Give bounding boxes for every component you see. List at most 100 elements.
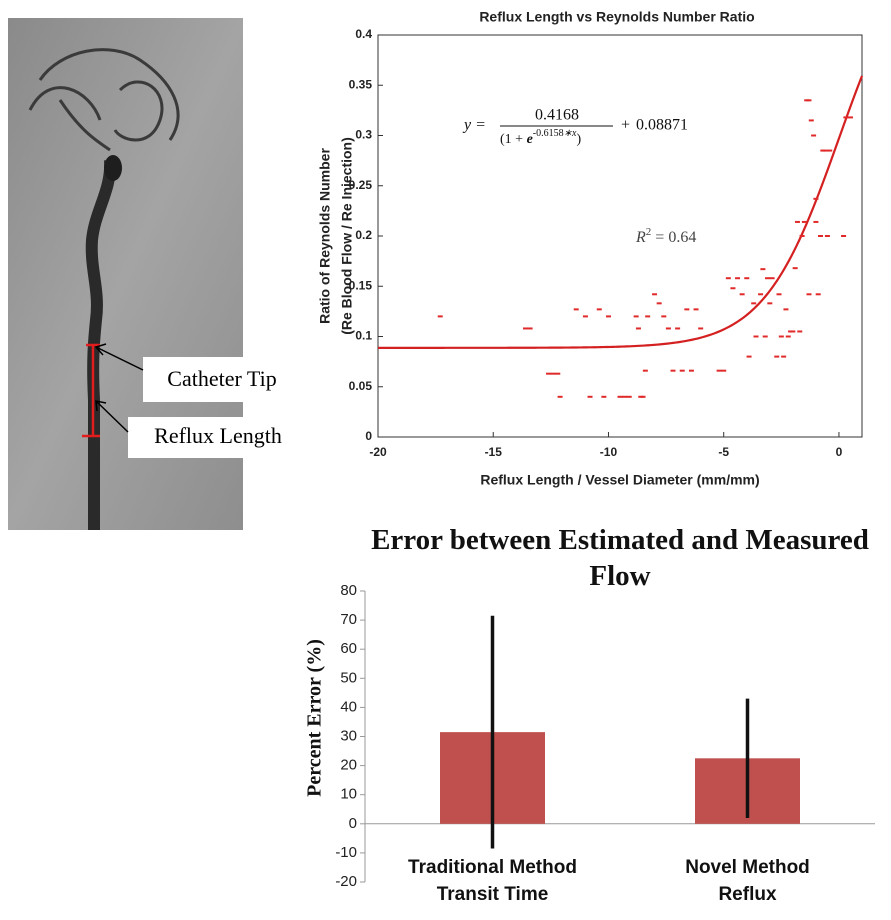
y-tick-label: 30 — [340, 727, 357, 744]
y-tick-label: 80 — [340, 582, 357, 599]
image-label: Catheter Tip — [167, 366, 276, 391]
point — [633, 315, 639, 318]
point — [827, 149, 833, 152]
plot-frame — [377, 34, 863, 438]
point — [739, 293, 745, 296]
point — [730, 287, 736, 290]
point — [808, 119, 814, 122]
point — [582, 315, 588, 318]
fit-curve — [378, 75, 864, 349]
point — [640, 395, 646, 398]
point — [523, 327, 529, 330]
point — [785, 335, 791, 338]
point — [774, 355, 780, 358]
x-tick-label: Traditional Method Transit Time — [408, 857, 577, 905]
point — [776, 293, 782, 296]
r-squared: R2 = 0.64 — [635, 226, 696, 246]
angiogram: Catheter Tip Reflux Length — [8, 18, 306, 530]
point — [698, 327, 704, 330]
point — [684, 308, 690, 311]
point — [550, 372, 556, 375]
r2-part: 2 — [646, 226, 652, 238]
x-tick-label: -15 — [485, 445, 503, 459]
point — [818, 235, 824, 237]
point — [626, 395, 632, 398]
point — [765, 277, 771, 280]
point — [806, 293, 812, 296]
point — [605, 315, 611, 318]
x-tick-label: -20 — [369, 445, 387, 459]
point — [688, 369, 694, 372]
equation-number: -0.6158 — [533, 128, 564, 139]
y-tick-label: 0.05 — [349, 379, 373, 393]
point — [665, 327, 671, 330]
point — [751, 302, 757, 305]
point — [797, 330, 803, 333]
r2-part: R — [635, 229, 646, 246]
x-tick-label: -10 — [600, 445, 618, 459]
point — [762, 335, 768, 338]
equation-part: e — [527, 132, 533, 147]
y-tick-label: -10 — [335, 844, 357, 861]
y-tick-label: 0.35 — [349, 77, 373, 91]
x-tick-label: -5 — [718, 445, 729, 459]
point — [617, 395, 623, 398]
point — [824, 235, 830, 237]
x-axis-label: Reflux Length / Vessel Diameter (mm/mm) — [480, 472, 759, 488]
point — [847, 116, 853, 119]
y-tick-label: 0 — [349, 815, 357, 832]
r2-part: = — [655, 229, 664, 246]
point — [746, 355, 752, 358]
point — [652, 293, 658, 296]
chart-title: Error between Estimated and Measured Flo… — [371, 524, 869, 592]
y-axis-label: Percent Error (%) — [304, 639, 326, 797]
point — [721, 369, 727, 372]
y-tick-label: 0.4 — [355, 27, 372, 41]
point — [767, 302, 773, 305]
chart-title: Reflux Length vs Reynolds Number Ratio — [479, 9, 754, 25]
point — [813, 197, 819, 200]
point — [781, 355, 787, 358]
equation: y = 0.4168 (1 + e-0.6158∗x) + 0.08871 R2… — [462, 107, 696, 246]
y-tick-label: 0.3 — [355, 128, 372, 142]
point — [622, 395, 628, 398]
point — [645, 315, 651, 318]
point — [806, 99, 812, 102]
point — [693, 308, 699, 311]
point — [744, 277, 750, 280]
y-tick-label: 0.25 — [349, 178, 373, 192]
point — [437, 315, 443, 318]
point — [794, 220, 800, 223]
point — [573, 308, 579, 311]
equation-part: ) — [576, 132, 581, 147]
point — [760, 268, 766, 271]
point — [735, 277, 741, 280]
y-axis-label: (Re Blood Flow / Re Injection) — [339, 137, 355, 335]
point — [642, 369, 648, 372]
equation-part: (1 + — [500, 132, 527, 147]
point — [769, 277, 775, 280]
y-axis-label: Ratio of Reynolds Number — [317, 148, 333, 324]
point — [596, 308, 602, 311]
point — [661, 315, 667, 318]
point — [679, 369, 685, 372]
point — [635, 327, 641, 330]
point — [801, 220, 807, 223]
point — [670, 369, 676, 372]
point — [822, 149, 828, 152]
y-tick-label: 40 — [340, 698, 357, 715]
y-tick-label: 0.15 — [349, 278, 373, 292]
point — [527, 327, 533, 330]
point — [555, 372, 561, 375]
y-tick-label: -20 — [335, 873, 357, 890]
point — [841, 235, 847, 237]
equation-part: + — [621, 117, 630, 134]
y-tick-label: 20 — [340, 757, 357, 774]
x-tick-label: Novel Method Reflux — [685, 857, 810, 905]
point — [758, 293, 764, 296]
point — [587, 395, 593, 398]
point — [675, 327, 681, 330]
point — [716, 369, 722, 372]
